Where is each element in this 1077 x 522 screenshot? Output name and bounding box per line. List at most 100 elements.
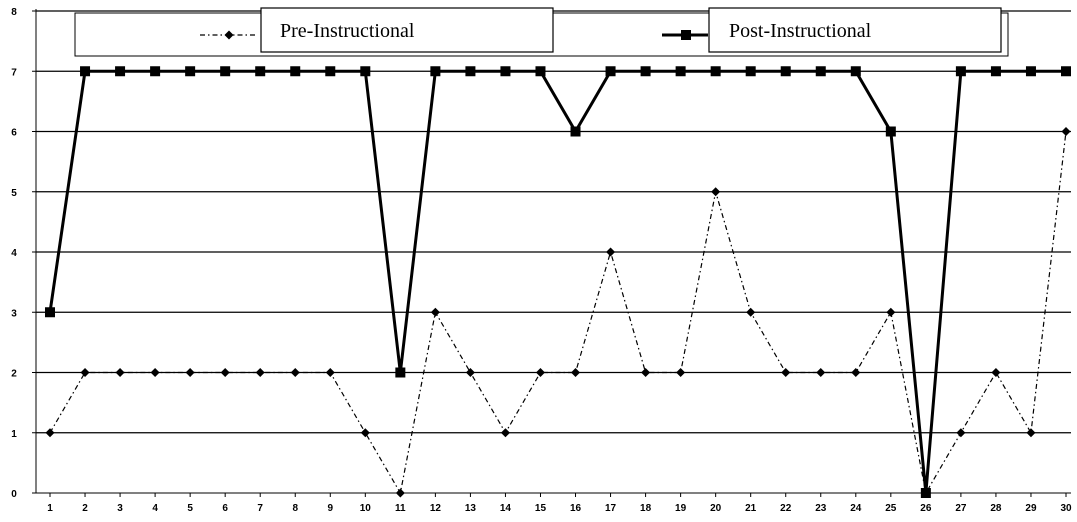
data-point	[885, 126, 896, 137]
x-tick-label: 28	[990, 503, 1002, 514]
data-point	[500, 428, 510, 438]
x-tick-label: 6	[222, 503, 228, 514]
legend-label-post-instructional: Post-Instructional	[729, 20, 872, 42]
x-tick-label: 1	[47, 503, 53, 514]
x-tick-label: 15	[535, 503, 547, 514]
data-point	[571, 368, 581, 377]
legend-item-pre: Pre-Instructional	[200, 7, 554, 53]
legend-label-pre-instructional: Pre-Instructional	[280, 20, 415, 42]
data-point	[535, 66, 546, 77]
data-point	[535, 368, 545, 377]
data-point	[290, 368, 300, 377]
data-point	[290, 66, 301, 77]
x-tick-label: 29	[1025, 503, 1037, 514]
data-point	[115, 368, 125, 377]
x-tick-label: 2	[82, 503, 88, 514]
y-axis-ticks: 0 1 2 3 4 5 6 7 8	[11, 7, 36, 500]
y-tick-label: 7	[11, 67, 17, 78]
data-point	[395, 367, 406, 378]
data-point	[605, 66, 616, 77]
data-point	[815, 66, 826, 77]
data-point	[780, 66, 791, 77]
legend-sample-post-instructional	[662, 30, 708, 40]
x-tick-label: 7	[257, 503, 263, 514]
x-axis-ticks: 1 2 3 4 5 6 7 8 9 10 11 12 13 14 15 16 17 18 19 20 21 22 23 24 2…	[47, 493, 1072, 514]
data-point	[430, 66, 441, 77]
x-tick-label: 20	[710, 503, 722, 514]
data-point	[220, 368, 230, 377]
x-tick-label: 23	[815, 503, 827, 514]
data-point	[395, 488, 405, 498]
data-point	[956, 428, 966, 438]
data-point	[850, 66, 861, 77]
x-tick-label: 10	[360, 503, 372, 514]
y-tick-label: 2	[11, 369, 17, 380]
data-point	[500, 66, 511, 77]
data-point	[920, 488, 931, 498]
x-tick-label: 30	[1060, 503, 1072, 514]
data-point	[746, 307, 756, 317]
data-point	[676, 368, 686, 377]
data-point	[570, 126, 581, 137]
y-tick-label: 8	[11, 7, 17, 18]
x-tick-label: 17	[605, 503, 617, 514]
data-point	[991, 368, 1001, 377]
x-tick-label: 5	[187, 503, 193, 514]
data-point	[781, 368, 791, 377]
data-point	[80, 368, 90, 377]
data-point	[1061, 66, 1071, 77]
x-tick-label: 16	[570, 503, 582, 514]
data-point	[606, 247, 616, 257]
series-post-instructional	[45, 66, 1071, 498]
data-point	[80, 66, 91, 77]
x-tick-label: 22	[780, 503, 792, 514]
legend-item-post: Post-Instructional	[662, 7, 1002, 53]
data-point	[150, 368, 160, 377]
data-point	[430, 307, 440, 317]
x-tick-label: 12	[430, 503, 442, 514]
x-tick-label: 13	[465, 503, 477, 514]
data-point	[150, 66, 161, 77]
data-point	[115, 66, 126, 77]
data-point	[465, 368, 475, 377]
series-pre-instructional	[45, 127, 1071, 498]
legend-marker	[224, 30, 234, 40]
legend-sample-pre-instructional	[200, 30, 258, 40]
x-tick-label: 3	[117, 503, 123, 514]
data-point	[185, 368, 195, 377]
data-point	[710, 66, 721, 77]
data-point	[990, 66, 1001, 77]
data-point	[711, 187, 721, 197]
data-point	[816, 368, 826, 377]
data-point	[255, 66, 266, 77]
axes	[35, 9, 1071, 494]
legend-marker	[681, 30, 691, 40]
data-point	[1025, 66, 1036, 77]
x-tick-label: 18	[640, 503, 652, 514]
x-tick-label: 9	[327, 503, 333, 514]
data-point	[641, 368, 651, 377]
x-tick-label: 14	[500, 503, 512, 514]
x-tick-label: 11	[395, 503, 406, 514]
x-tick-label: 4	[152, 503, 158, 514]
series-line	[48, 69, 1066, 495]
y-tick-label: 3	[11, 308, 17, 319]
data-point	[886, 307, 896, 317]
data-point	[1061, 127, 1071, 136]
data-point	[325, 66, 336, 77]
data-point	[675, 66, 686, 77]
y-tick-label: 6	[11, 128, 17, 139]
series-group	[45, 66, 1071, 498]
data-point	[325, 368, 335, 377]
y-tick-label: 0	[11, 489, 17, 500]
legend-label-box-pre	[260, 7, 554, 53]
data-point	[745, 66, 756, 77]
data-point	[220, 66, 231, 77]
y-tick-label: 5	[11, 188, 17, 199]
x-tick-label: 21	[745, 503, 757, 514]
data-point	[360, 428, 370, 438]
data-point	[185, 66, 196, 77]
data-point	[465, 66, 476, 77]
y-tick-label: 1	[11, 429, 17, 440]
x-tick-label: 19	[675, 503, 687, 514]
